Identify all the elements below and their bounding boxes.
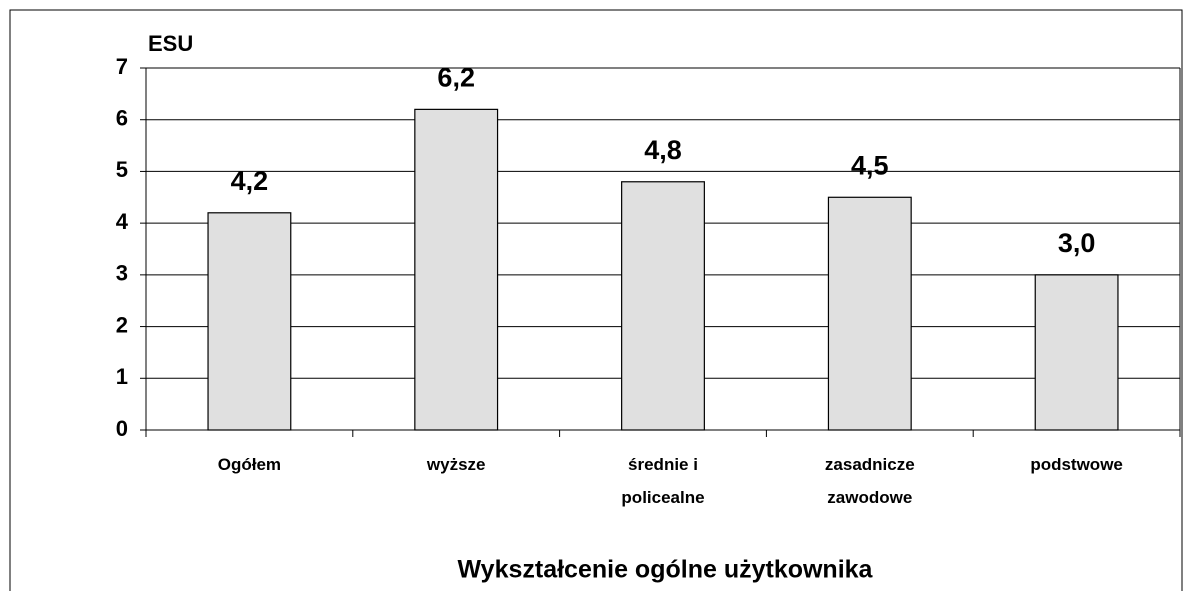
x-axis-label: Wykształcenie ogólne użytkownika [458, 556, 874, 584]
y-tick-label: 2 [116, 312, 128, 337]
bar [414, 108, 499, 431]
value-label: 3,0 [1058, 228, 1096, 258]
y-tick-label: 0 [116, 416, 128, 441]
value-label: 4,8 [644, 135, 682, 165]
y-tick-label: 5 [116, 157, 128, 182]
x-tick-label: średnie i policealne [621, 455, 705, 507]
y-tick-label: 4 [116, 209, 129, 234]
x-tick-label: wyższe [426, 455, 486, 474]
bar [1034, 274, 1119, 431]
frame [9, 9, 1183, 591]
y-tick-label: 6 [116, 106, 128, 131]
y-tick-label: 3 [116, 261, 128, 286]
x-tick-label: podstwowe [1030, 455, 1123, 474]
y-axis-label: ESU [148, 31, 193, 56]
x-tick-label: zasadnicze zawodowe [824, 455, 915, 507]
x-tick-label: Ogółem [217, 455, 282, 474]
bar [827, 196, 912, 431]
bar [207, 212, 292, 431]
bar [621, 181, 705, 431]
y-tick-label: 1 [116, 364, 128, 389]
value-label: 4,5 [851, 150, 889, 180]
y-tick-label: 7 [116, 54, 128, 79]
value-label: 6,2 [437, 62, 475, 92]
value-label: 4,2 [231, 166, 269, 196]
